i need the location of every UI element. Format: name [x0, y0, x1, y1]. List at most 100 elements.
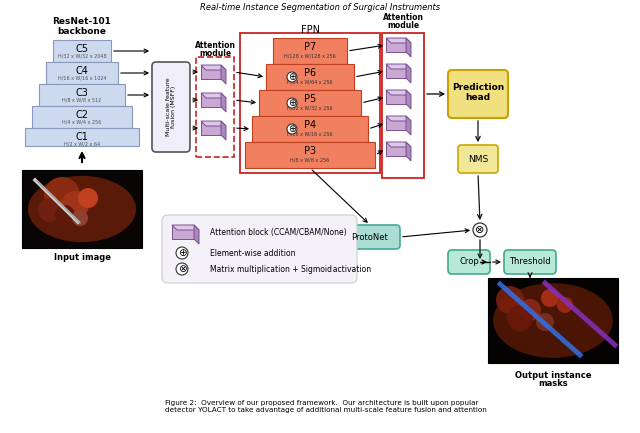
Polygon shape [406, 64, 411, 83]
FancyBboxPatch shape [162, 215, 357, 283]
Text: C1: C1 [76, 132, 88, 142]
Bar [386, 90, 406, 104]
Polygon shape [386, 90, 411, 95]
Polygon shape [194, 225, 199, 244]
Text: H/4 x W/4 x 256: H/4 x W/4 x 256 [62, 120, 102, 125]
Ellipse shape [28, 176, 136, 242]
Bar [386, 142, 406, 156]
Bar [386, 116, 406, 130]
Text: C5: C5 [76, 44, 88, 54]
Text: backbone: backbone [58, 28, 106, 36]
Bar [201, 93, 221, 107]
Text: C4: C4 [76, 66, 88, 76]
Bar [25, 128, 139, 146]
Circle shape [541, 289, 559, 307]
FancyBboxPatch shape [458, 145, 498, 173]
Text: FPN: FPN [301, 25, 319, 35]
Bar [382, 33, 424, 178]
Polygon shape [406, 142, 411, 161]
Text: H/32 x W/32 x 2048: H/32 x W/32 x 2048 [58, 54, 106, 58]
Circle shape [176, 247, 188, 259]
Text: H/64 x W/64 x 256: H/64 x W/64 x 256 [287, 79, 333, 84]
FancyBboxPatch shape [448, 250, 490, 274]
Polygon shape [221, 65, 226, 84]
Text: Prediction: Prediction [452, 83, 504, 91]
Circle shape [44, 177, 80, 213]
Bar [266, 64, 354, 90]
Text: ⊗: ⊗ [178, 264, 186, 274]
Bar [32, 106, 132, 128]
Circle shape [536, 313, 554, 331]
Bar [201, 121, 221, 135]
Bar [240, 33, 380, 173]
Bar [22, 170, 142, 248]
Polygon shape [386, 38, 411, 43]
Text: ⊕: ⊕ [288, 98, 296, 108]
Text: module: module [387, 22, 419, 30]
Text: P5: P5 [304, 94, 316, 104]
Text: ProtoNet: ProtoNet [351, 233, 388, 242]
Bar [386, 64, 406, 78]
Circle shape [287, 72, 297, 82]
Bar [53, 40, 111, 62]
Circle shape [473, 223, 487, 237]
Text: P7: P7 [304, 42, 316, 52]
Polygon shape [221, 93, 226, 112]
Polygon shape [386, 64, 411, 69]
Circle shape [55, 205, 75, 225]
Bar [201, 65, 221, 79]
Text: Real-time Instance Segmentation of Surgical Instruments: Real-time Instance Segmentation of Surgi… [200, 3, 440, 13]
Text: ⊕: ⊕ [288, 124, 296, 134]
Bar [259, 90, 361, 116]
Text: H/8 x W/8 x 256: H/8 x W/8 x 256 [291, 157, 330, 162]
Polygon shape [172, 225, 199, 230]
Bar [196, 57, 234, 157]
Text: ⊕: ⊕ [178, 248, 186, 258]
Text: H/8 x W/8 x 512: H/8 x W/8 x 512 [62, 97, 102, 103]
Text: Threshold: Threshold [509, 258, 551, 266]
Circle shape [519, 299, 541, 321]
Circle shape [72, 210, 88, 226]
Text: Crop: Crop [459, 258, 479, 266]
Bar [46, 62, 118, 84]
Text: Figure 2:  Overview of our proposed framework.  Our architecture is built upon p: Figure 2: Overview of our proposed frame… [165, 400, 487, 413]
Circle shape [557, 297, 573, 313]
Circle shape [78, 188, 98, 208]
Text: P4: P4 [304, 120, 316, 130]
Text: P3: P3 [304, 146, 316, 156]
Text: H/2 x W/2 x 64: H/2 x W/2 x 64 [64, 142, 100, 146]
Text: module: module [199, 49, 231, 58]
Text: Input image: Input image [54, 253, 111, 262]
Polygon shape [406, 116, 411, 135]
Circle shape [176, 263, 188, 275]
Circle shape [38, 198, 62, 222]
Bar [386, 38, 406, 52]
Bar [245, 142, 375, 168]
Polygon shape [201, 65, 226, 70]
Polygon shape [386, 116, 411, 121]
Text: P6: P6 [304, 68, 316, 78]
Text: H/128 x W/128 x 256: H/128 x W/128 x 256 [284, 53, 336, 58]
Circle shape [507, 305, 533, 331]
Text: Multi-scale feature
fusion (MSFF): Multi-scale feature fusion (MSFF) [166, 78, 177, 136]
Text: Attention: Attention [383, 13, 424, 23]
Text: ⊗: ⊗ [476, 225, 484, 235]
Text: Attention block (CCAM/CBAM/None): Attention block (CCAM/CBAM/None) [210, 227, 347, 236]
Text: H/16 x W/16 x 256: H/16 x W/16 x 256 [287, 131, 333, 136]
Text: H/32 x W/32 x 256: H/32 x W/32 x 256 [287, 105, 333, 110]
FancyBboxPatch shape [448, 70, 508, 118]
Bar [39, 84, 125, 106]
Circle shape [496, 286, 524, 314]
Text: ResNet-101: ResNet-101 [52, 17, 111, 26]
FancyBboxPatch shape [152, 62, 190, 152]
Polygon shape [221, 121, 226, 140]
Bar [252, 116, 368, 142]
FancyBboxPatch shape [340, 225, 400, 249]
Polygon shape [406, 38, 411, 57]
Bar [172, 225, 194, 239]
Text: Attention: Attention [195, 42, 236, 51]
Text: C3: C3 [76, 88, 88, 98]
Text: Matrix multiplication + Sigmoid activation: Matrix multiplication + Sigmoid activati… [210, 265, 371, 274]
FancyBboxPatch shape [504, 250, 556, 274]
Text: H/16 x W/16 x 1024: H/16 x W/16 x 1024 [58, 75, 106, 81]
